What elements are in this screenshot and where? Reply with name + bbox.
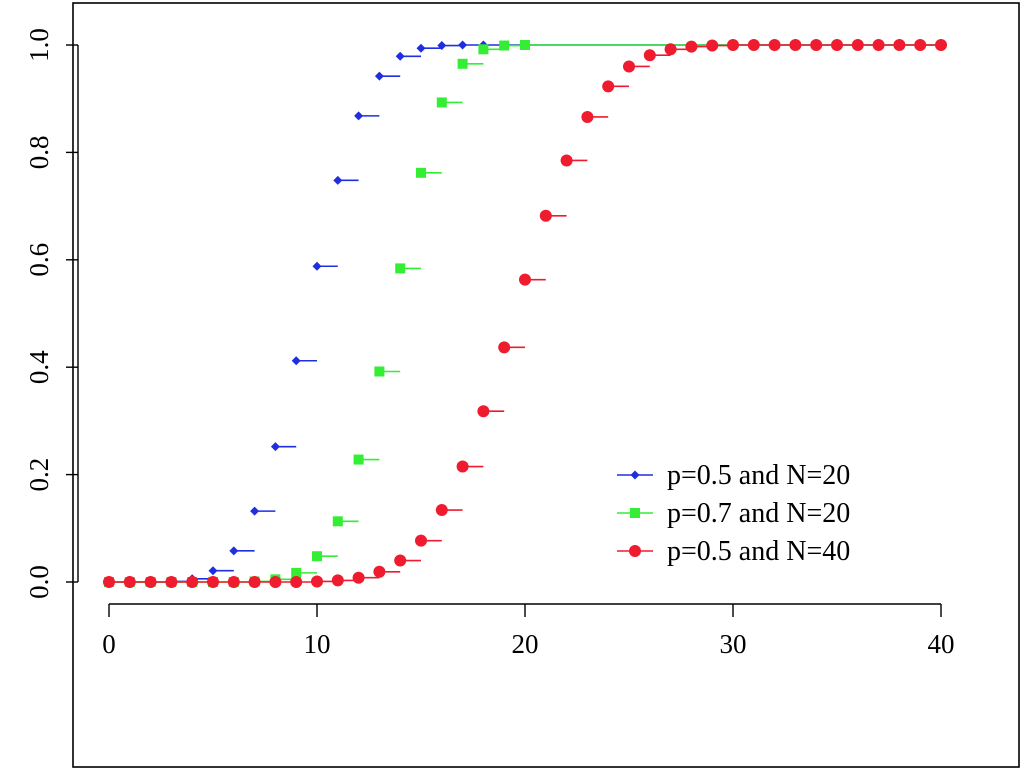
data-point	[248, 576, 261, 588]
data-point	[810, 39, 823, 51]
y-tick-label: 1.0	[24, 28, 54, 62]
series-layer	[103, 39, 947, 588]
x-tick-label: 20	[512, 629, 539, 659]
data-point	[436, 97, 447, 108]
x-tick-label: 0	[102, 629, 116, 659]
data-point	[269, 576, 282, 588]
data-point	[312, 551, 322, 562]
y-tick-label: 0.6	[24, 243, 54, 277]
axes: 0 10 20 30 40 0.0 0.2 0.4 0.6 0.8 1.0	[24, 28, 955, 659]
data-point	[872, 39, 885, 51]
x-tick-label: 10	[304, 629, 331, 659]
legend-label: p=0.7 and N=20	[667, 498, 850, 529]
data-point	[623, 60, 635, 73]
x-tick-label: 40	[928, 629, 955, 659]
data-point	[229, 546, 239, 556]
data-point	[457, 58, 468, 69]
data-point	[685, 40, 698, 53]
data-point	[144, 576, 157, 588]
data-point	[747, 39, 760, 51]
data-point	[291, 356, 301, 366]
data-point	[333, 175, 343, 185]
legend-marker	[630, 508, 640, 518]
data-point	[478, 44, 489, 55]
data-point	[458, 40, 468, 50]
data-point	[727, 39, 739, 51]
plot-frame	[72, 2, 1020, 768]
data-point	[415, 534, 427, 547]
data-point	[560, 154, 573, 167]
y-tick-label: 0.0	[24, 565, 54, 599]
data-point	[352, 571, 365, 584]
data-point	[312, 261, 322, 271]
data-point	[291, 567, 302, 578]
data-point	[416, 167, 426, 178]
data-point	[893, 39, 906, 51]
data-point	[207, 576, 219, 588]
data-point	[227, 576, 240, 588]
data-point	[664, 43, 677, 56]
data-point	[374, 71, 384, 81]
data-point	[499, 40, 510, 51]
data-point	[311, 575, 323, 588]
data-point	[123, 576, 136, 588]
data-point	[935, 39, 947, 51]
legend-marker	[629, 545, 641, 557]
data-point	[165, 576, 178, 588]
data-point	[768, 39, 781, 51]
data-point	[456, 460, 469, 473]
data-point	[602, 80, 615, 93]
data-point	[789, 39, 802, 51]
legend-marker	[630, 470, 640, 480]
data-point	[332, 516, 343, 527]
y-tick-label: 0.8	[24, 136, 54, 170]
data-point	[208, 566, 218, 576]
legend: p=0.5 and N=20 p=0.7 and N=20 p=0.5 and N=…	[617, 460, 850, 567]
data-point	[186, 576, 199, 588]
x-tick-label: 30	[720, 629, 747, 659]
data-point	[914, 39, 927, 51]
data-point	[373, 565, 386, 578]
legend-label: p=0.5 and N=40	[667, 536, 850, 567]
data-point	[519, 273, 531, 286]
data-point	[539, 209, 552, 222]
data-point	[354, 111, 364, 121]
legend-label: p=0.5 and N=20	[667, 460, 850, 491]
data-point	[437, 41, 447, 51]
data-point	[477, 405, 490, 418]
y-tick-label: 0.4	[24, 350, 54, 384]
y-tick-label: 0.2	[24, 458, 54, 492]
data-point	[353, 454, 364, 465]
data-point	[643, 49, 656, 62]
data-point	[416, 43, 426, 53]
data-point	[374, 366, 385, 377]
data-point	[395, 263, 406, 274]
series-2	[103, 39, 947, 588]
data-point	[270, 442, 280, 452]
data-point	[851, 39, 864, 51]
data-point	[706, 39, 719, 52]
data-point	[250, 506, 260, 516]
data-point	[435, 504, 448, 517]
data-point	[498, 341, 511, 354]
data-point	[581, 110, 594, 123]
data-point	[103, 576, 115, 588]
data-point	[520, 40, 530, 50]
data-point	[290, 576, 303, 588]
data-point	[395, 51, 405, 61]
data-point	[394, 554, 407, 567]
data-point	[331, 574, 344, 587]
data-point	[831, 39, 843, 51]
